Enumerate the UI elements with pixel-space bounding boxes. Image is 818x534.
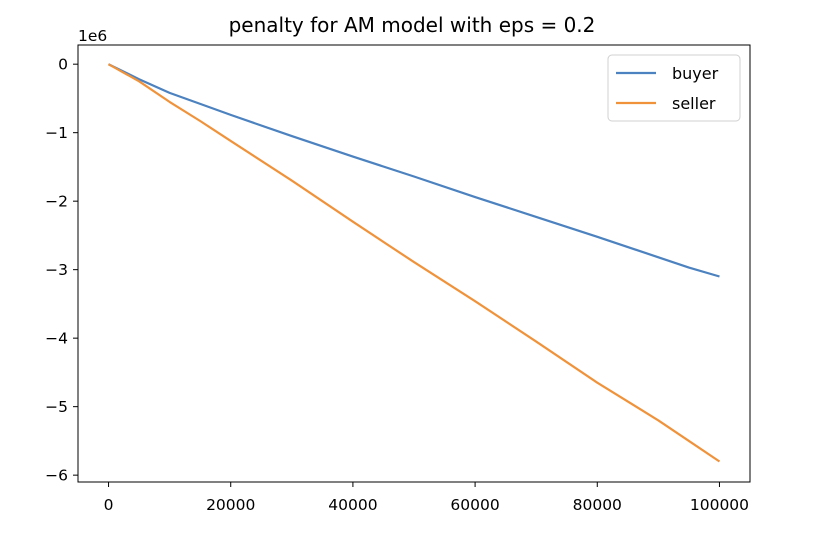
y-tick-label: 0 (58, 56, 68, 74)
legend-label-buyer: buyer (672, 64, 719, 83)
plot-area (107, 63, 721, 463)
series-line-buyer (108, 63, 720, 278)
legend: buyer seller (607, 54, 741, 122)
x-axis: 0 20000 40000 60000 80000 100000 (104, 482, 749, 514)
series-line-seller (107, 63, 721, 463)
y-tick-label: −4 (45, 330, 68, 348)
legend-label-seller: seller (672, 94, 716, 113)
chart-title: penalty for AM model with eps = 0.2 (229, 13, 596, 37)
x-tick-label: 0 (104, 496, 114, 514)
y-axis: 0 −1 −2 −3 −4 −5 −6 (45, 56, 78, 485)
y-tick-label: −3 (45, 261, 68, 279)
y-tick-label: −6 (45, 467, 68, 485)
x-tick-label: 20000 (206, 496, 255, 514)
plot-frame (77, 44, 751, 483)
y-tick-label: −1 (45, 124, 68, 142)
y-tick-label: −2 (45, 193, 68, 211)
y-axis-offset-label: 1e6 (78, 27, 107, 45)
x-tick-label: 100000 (690, 496, 749, 514)
x-tick-label: 40000 (328, 496, 377, 514)
x-tick-label: 80000 (573, 496, 622, 514)
x-tick-label: 60000 (450, 496, 499, 514)
legend-box (607, 54, 741, 122)
y-tick-label: −5 (45, 398, 68, 416)
